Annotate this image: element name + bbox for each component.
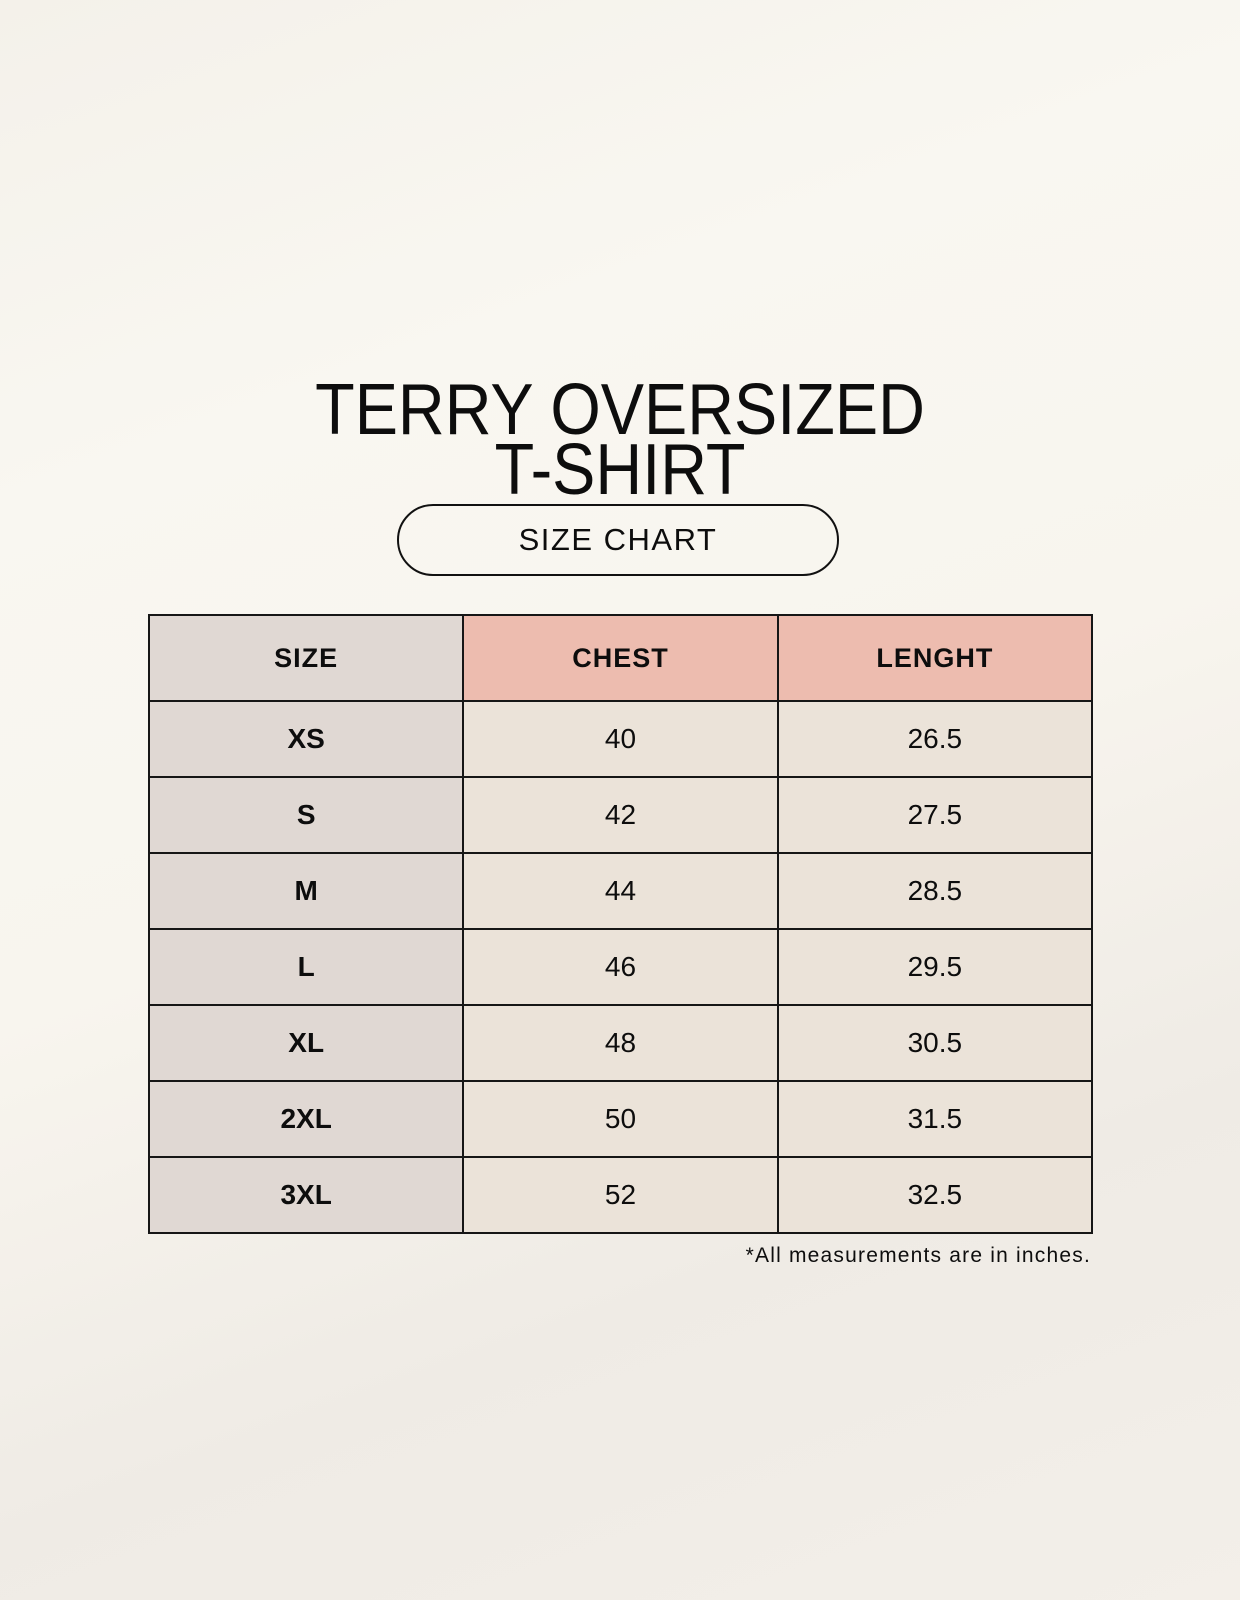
title-line-2: T-SHIRT (494, 430, 746, 511)
chest-cell: 44 (462, 852, 779, 930)
length-cell: 29.5 (776, 928, 1094, 1006)
length-cell: 27.5 (776, 776, 1094, 854)
table-row: 2XL 50 31.5 (147, 1080, 1094, 1158)
footnote: *All measurements are in inches. (745, 1244, 1091, 1267)
chest-cell: 46 (462, 928, 779, 1006)
chest-cell: 52 (462, 1156, 779, 1234)
header-length: LENGHT (776, 614, 1094, 702)
size-table: SIZE CHEST LENGHT XS 40 26.5 S 42 27.5 M 44 28.5… (147, 614, 1094, 1234)
size-cell: XL (147, 1004, 465, 1082)
length-cell: 31.5 (776, 1080, 1094, 1158)
length-cell: 30.5 (776, 1004, 1094, 1082)
table-row: M 44 28.5 (147, 852, 1094, 930)
size-cell: M (147, 852, 465, 930)
size-cell: 2XL (147, 1080, 465, 1158)
page-title: TERRY OVERSIZED T-SHIRT (0, 370, 1240, 511)
table-row: 3XL 52 32.5 (147, 1156, 1094, 1234)
table-row: XL 48 30.5 (147, 1004, 1094, 1082)
size-chart-badge: SIZE CHART (397, 504, 839, 576)
table-row: L 46 29.5 (147, 928, 1094, 1006)
header-size: SIZE (147, 614, 465, 702)
header-chest: CHEST (462, 614, 779, 702)
size-cell: S (147, 776, 465, 854)
size-cell: 3XL (147, 1156, 465, 1234)
length-cell: 32.5 (776, 1156, 1094, 1234)
chest-cell: 42 (462, 776, 779, 854)
table-row: S 42 27.5 (147, 776, 1094, 854)
length-cell: 26.5 (776, 700, 1094, 778)
size-cell: L (147, 928, 465, 1006)
table-row: XS 40 26.5 (147, 700, 1094, 778)
table-header-row: SIZE CHEST LENGHT (147, 614, 1094, 702)
chest-cell: 48 (462, 1004, 779, 1082)
chest-cell: 50 (462, 1080, 779, 1158)
title-line-1: TERRY OVERSIZED (315, 370, 925, 451)
size-cell: XS (147, 700, 465, 778)
chest-cell: 40 (462, 700, 779, 778)
length-cell: 28.5 (776, 852, 1094, 930)
